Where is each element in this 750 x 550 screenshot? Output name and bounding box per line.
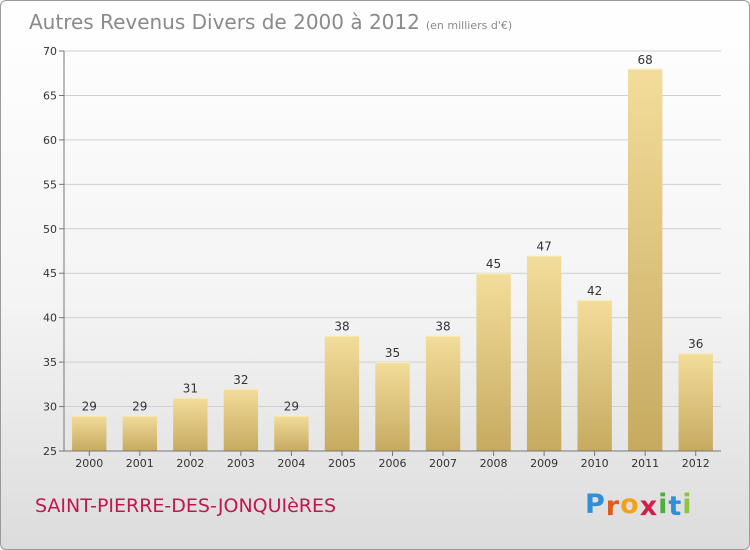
brand-letter: P <box>585 489 606 520</box>
bar-2007 <box>425 335 461 451</box>
chart-title: Autres Revenus Divers de 2000 à 2012 <box>29 10 420 34</box>
x-tick-label: 2003 <box>227 457 255 470</box>
y-tick-label: 45 <box>43 267 57 280</box>
value-label: 31 <box>183 382 198 396</box>
bar-2003 <box>223 388 259 451</box>
value-label: 45 <box>486 257 501 271</box>
bar-2006 <box>375 362 410 451</box>
bar-2008 <box>476 273 511 451</box>
y-tick-label: 25 <box>43 445 57 458</box>
commune-name: SAINT-PIERRE-DES-JONQUIèRES <box>35 495 337 517</box>
bar-2009 <box>526 255 562 451</box>
brand-letter: x <box>639 491 659 522</box>
x-tick-label: 2007 <box>429 457 457 470</box>
value-label: 42 <box>587 284 602 298</box>
y-tick-label: 65 <box>43 89 57 102</box>
value-label: 38 <box>334 319 349 333</box>
x-tick-label: 2000 <box>75 457 103 470</box>
x-tick-label: 2008 <box>480 457 508 470</box>
value-label: 47 <box>536 239 551 253</box>
value-label: 32 <box>233 373 248 387</box>
y-tick-label: 50 <box>43 223 57 236</box>
value-label: 29 <box>82 399 97 413</box>
y-tick-label: 60 <box>43 134 57 147</box>
bar-2011 <box>628 68 663 452</box>
bar-2012 <box>678 353 713 451</box>
bar-2004 <box>274 415 309 451</box>
brand-letter: r <box>605 491 621 522</box>
value-label: 29 <box>284 399 299 413</box>
y-tick-label: 30 <box>43 401 57 414</box>
chart-title-block: Autres Revenus Divers de 2000 à 2012 (en … <box>29 10 512 34</box>
x-tick-label: 2002 <box>176 457 204 470</box>
brand-letter: t <box>668 491 683 522</box>
value-label: 68 <box>638 53 653 67</box>
x-tick-label: 2012 <box>682 457 710 470</box>
x-tick-label: 2004 <box>277 457 305 470</box>
bar-2010 <box>577 299 612 451</box>
bar-2001 <box>122 415 157 451</box>
axes <box>59 50 721 456</box>
value-label: 29 <box>132 399 147 413</box>
labels: 25 30 35 40 45 50 55 60 65 70 29 2000 29 2001 31 2002 32… <box>43 45 710 470</box>
x-tick-label: 2006 <box>379 457 407 470</box>
x-tick-label: 2001 <box>126 457 154 470</box>
y-tick-label: 35 <box>43 356 57 369</box>
bars <box>72 68 713 452</box>
value-label: 35 <box>385 346 400 360</box>
y-tick-label: 55 <box>43 178 57 191</box>
y-tick-label: 40 <box>43 312 57 325</box>
bar-2000 <box>72 415 107 451</box>
x-tick-label: 2010 <box>581 457 609 470</box>
brand-letter: o <box>620 489 640 520</box>
x-tick-label: 2011 <box>631 457 659 470</box>
brand-logo: Proxiti <box>585 489 693 522</box>
bar-2002 <box>173 397 208 451</box>
x-tick-label: 2005 <box>328 457 356 470</box>
bar-2005 <box>324 335 360 451</box>
value-label: 38 <box>435 319 450 333</box>
y-tick-label: 70 <box>43 45 57 58</box>
x-tick-label: 2009 <box>530 457 558 470</box>
value-label: 36 <box>688 337 703 351</box>
brand-letter: i <box>682 489 693 520</box>
chart-unit: (en milliers d'€) <box>425 19 513 32</box>
brand-letter: i <box>658 489 669 520</box>
